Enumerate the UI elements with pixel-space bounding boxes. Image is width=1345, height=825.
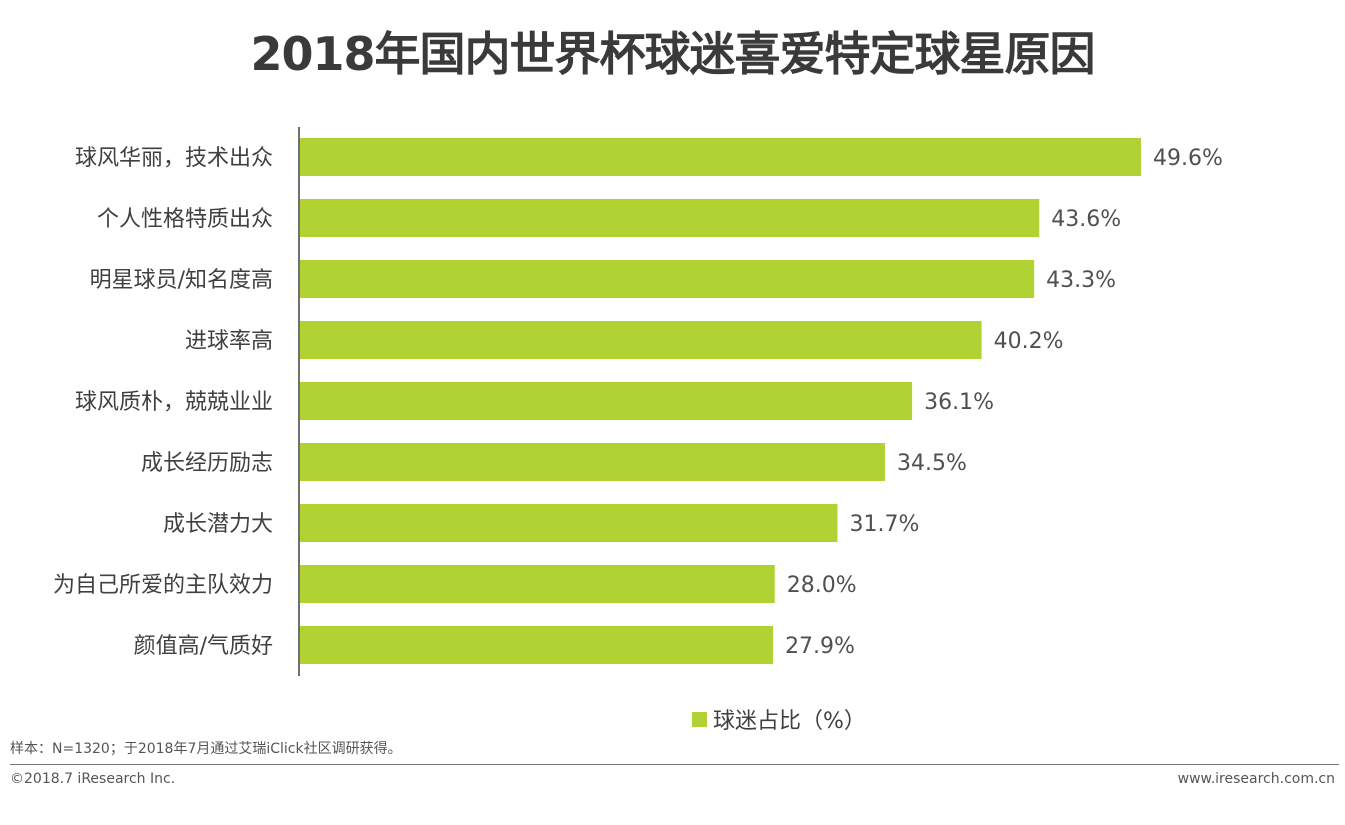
legend-swatch — [692, 711, 707, 727]
data-label: 31.7% — [849, 512, 919, 537]
data-label: 36.1% — [924, 390, 994, 415]
data-label: 40.2% — [994, 329, 1064, 354]
data-label: 27.9% — [785, 634, 855, 659]
bar — [300, 321, 982, 359]
footer-divider — [10, 764, 1339, 765]
category-label: 成长经历励志 — [141, 451, 273, 476]
category-label: 成长潜力大 — [163, 512, 273, 537]
bar — [300, 138, 1141, 176]
legend-label: 球迷占比（%） — [713, 709, 866, 734]
category-label: 明星球员/知名度高 — [90, 268, 273, 293]
bar-chart: 球风华丽，技术出众 49.6% 个人性格特质出众 43.6% 明星球员/知名度高 43.3… — [53, 127, 1223, 676]
legend: 球迷占比（%） — [692, 703, 866, 735]
category-label: 进球率高 — [185, 329, 273, 354]
category-label: 颜值高/气质好 — [134, 634, 273, 659]
bar — [300, 565, 775, 603]
sample-note: 样本：N=1320；于2018年7月通过艾瑞iClick社区调研获得。 — [10, 741, 402, 757]
bar — [300, 199, 1040, 237]
data-label: 49.6% — [1153, 146, 1223, 171]
chart-title: 2018年国内世界杯球迷喜爱特定球星原因 — [250, 27, 1095, 81]
bar — [300, 443, 885, 481]
bar — [300, 504, 838, 542]
data-label: 43.3% — [1046, 268, 1116, 293]
category-label: 为自己所爱的主队效力 — [53, 573, 273, 598]
data-label: 43.6% — [1051, 207, 1121, 232]
bar — [300, 382, 913, 420]
category-label: 个人性格特质出众 — [97, 207, 273, 232]
data-label: 28.0% — [787, 573, 857, 598]
copyright: ©2018.7 iResearch Inc. — [10, 771, 176, 787]
bar — [300, 260, 1035, 298]
bar — [300, 626, 774, 664]
data-label: 34.5% — [897, 451, 967, 476]
category-label: 球风质朴，兢兢业业 — [75, 390, 273, 415]
website-link: www.iresearch.com.cn — [1177, 771, 1335, 787]
category-label: 球风华丽，技术出众 — [75, 146, 273, 171]
